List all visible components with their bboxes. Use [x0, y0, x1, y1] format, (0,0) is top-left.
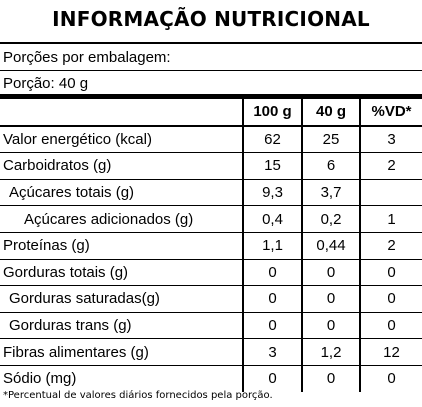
table-row: Carboidratos (g) 15 6 2 — [0, 152, 422, 180]
table-row: Gorduras totais (g) 0 0 0 — [0, 259, 422, 287]
value-40g: 25 — [301, 125, 360, 154]
column-header-vd: %VD* — [359, 99, 422, 127]
value-vd — [359, 179, 422, 207]
value-40g: 1,2 — [301, 338, 360, 366]
table-row: Gorduras trans (g) 0 0 0 — [0, 312, 422, 340]
nutrient-label: Sódio (mg) — [3, 370, 77, 388]
value-vd: 0 — [359, 285, 422, 313]
value-100g: 15 — [242, 152, 302, 180]
column-header-40g: 40 g — [301, 99, 360, 127]
nutrient-label: Açúcares totais (g) — [0, 179, 243, 207]
table-row: Gorduras saturadas(g) 0 0 0 — [0, 285, 422, 313]
value-100g: 0 — [242, 365, 302, 392]
value-vd: 0 — [359, 365, 422, 392]
table-row: Fibras alimentares (g) 3 1,2 12 — [0, 338, 422, 366]
value-vd: 0 — [359, 312, 422, 340]
divider-top — [0, 42, 422, 44]
nutrient-label: Açúcares adicionados (g) — [0, 205, 243, 233]
value-vd: 3 — [359, 125, 422, 154]
value-40g: 0 — [301, 365, 360, 392]
page-title: INFORMAÇÃO NUTRICIONAL — [52, 7, 370, 31]
nutrient-label: Proteínas (g) — [0, 232, 243, 260]
nutrient-label: Gorduras saturadas(g) — [0, 285, 243, 313]
table-row: Proteínas (g) 1,1 0,44 2 — [0, 232, 422, 260]
value-100g: 1,1 — [242, 232, 302, 260]
value-40g: 0,44 — [301, 232, 360, 260]
value-100g: 0 — [242, 285, 302, 313]
table-row: Açúcares adicionados (g) 0,4 0,2 1 — [0, 205, 422, 233]
column-header-100g: 100 g — [242, 99, 302, 127]
value-100g: 0 — [242, 259, 302, 287]
value-100g: 62 — [242, 125, 302, 154]
value-40g: 6 — [301, 152, 360, 180]
nutrient-label: Fibras alimentares (g) — [0, 338, 243, 366]
value-vd: 1 — [359, 205, 422, 233]
value-vd: 2 — [359, 232, 422, 260]
nutrient-label: Gorduras totais (g) — [0, 259, 243, 287]
value-vd: 12 — [359, 338, 422, 366]
table-row: Sódio (mg) 0 0 0 — [0, 365, 422, 392]
value-100g: 9,3 — [242, 179, 302, 207]
value-40g: 0,2 — [301, 205, 360, 233]
value-100g: 3 — [242, 338, 302, 366]
table-row: Valor energético (kcal) 62 25 3 — [0, 125, 422, 154]
header-blank — [0, 99, 243, 127]
value-40g: 0 — [301, 312, 360, 340]
serving-size: Porção: 40 g — [3, 75, 89, 92]
nutrient-label: Valor energético (kcal) — [0, 125, 243, 154]
value-vd: 2 — [359, 152, 422, 180]
divider-servings — [0, 70, 422, 71]
table-row: Açúcares totais (g) 9,3 3,7 — [0, 179, 422, 207]
value-40g: 0 — [301, 285, 360, 313]
table-header-row: 100 g 40 g %VD* — [0, 99, 422, 127]
value-vd: 0 — [359, 259, 422, 287]
divider-thick — [0, 94, 422, 99]
nutrition-table: 100 g 40 g %VD* Valor energético (kcal) 6… — [0, 99, 422, 392]
footnote: *Percentual de valores diários fornecido… — [3, 390, 273, 401]
value-40g: 0 — [301, 259, 360, 287]
value-100g: 0 — [242, 312, 302, 340]
servings-per-package: Porções por embalagem: — [3, 49, 171, 66]
nutrient-label: Gorduras trans (g) — [0, 312, 243, 340]
nutrient-label: Carboidratos (g) — [0, 152, 243, 180]
value-40g: 3,7 — [301, 179, 360, 207]
value-100g: 0,4 — [242, 205, 302, 233]
